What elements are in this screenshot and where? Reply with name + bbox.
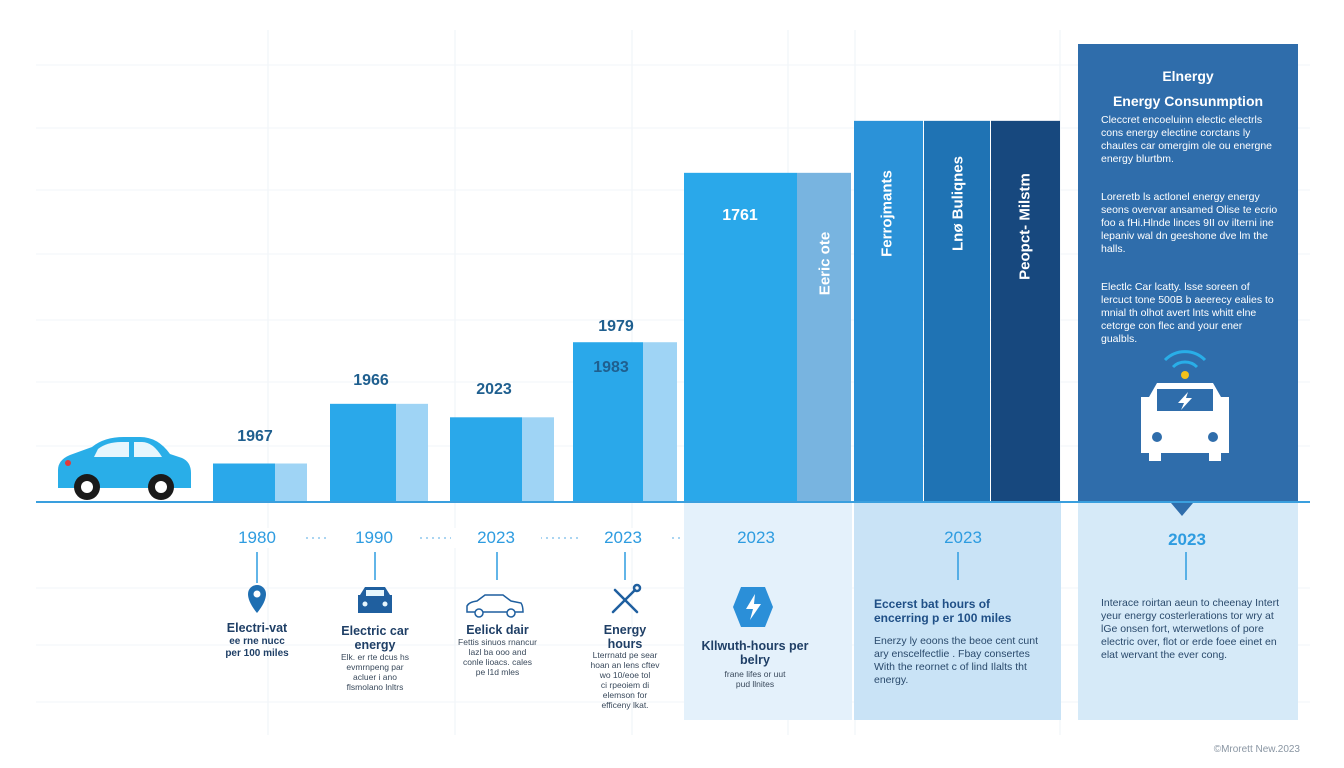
- car-front-icon: [358, 587, 392, 613]
- card-3-body-line-3: conle lioacs. cales: [463, 657, 532, 667]
- card-4-body: Lterrnatd pe sear hoan an lens cftev wo …: [575, 650, 675, 710]
- smart-car-icon: [1141, 350, 1229, 461]
- car-side-illustration: [58, 437, 191, 500]
- info-panel-pointer: [1171, 503, 1193, 516]
- timeline-year-3: 2023: [451, 528, 541, 548]
- card-2-body-line-4: flsmolano lnltrs: [346, 682, 404, 692]
- card-2-title: Electric car energy: [341, 624, 409, 652]
- card-3-body: Fettis sinuos rnancur lazl ba ooo and co…: [440, 637, 555, 677]
- card-5-body-line-1: frane lifes or uut: [724, 669, 786, 679]
- bar-4-second-label: 1983: [593, 359, 629, 376]
- bar-2-shade: [396, 403, 428, 502]
- lightning-badge-icon: [733, 587, 773, 627]
- bar-4-shade: [643, 342, 677, 502]
- bar-5-year-label: 1761: [722, 207, 758, 224]
- card-3-title: Eelick dair: [466, 623, 529, 637]
- timeline-year-4: 2023: [578, 528, 668, 548]
- bar-3-shade: [522, 417, 554, 502]
- timeline-year-5: 2023: [737, 528, 775, 547]
- card-5-body: frane lifes or uut pud llnites: [700, 669, 810, 689]
- bar-3: [450, 417, 522, 502]
- bar-2: [330, 403, 396, 502]
- bar-8: [991, 120, 1060, 502]
- info-panel-paragraph-2: Loreretb ls actlonel energy energy seons…: [1101, 191, 1278, 255]
- card-4-body-line-4: ci rpeoiem di: [600, 680, 650, 690]
- bar-5: [684, 172, 797, 502]
- card-4-body-line-3: wo 10/eoe tol: [599, 670, 651, 680]
- bar-5-vertical-label: Eeric ote: [816, 231, 834, 296]
- timeline-panel-right: [1078, 503, 1298, 720]
- card-1-title: Electri-vat: [226, 621, 288, 635]
- card-1-body: ee rne nucc per 100 miles: [212, 636, 302, 660]
- bar-3-year-label: 2023: [476, 381, 512, 398]
- bar-1-shade: [275, 463, 307, 502]
- bar-4-year-label: 1979: [598, 318, 634, 335]
- footer-credit: ©Mrorett New.2023: [1213, 744, 1300, 755]
- card-4-body-line-2: hoan an lens cftev: [590, 660, 660, 670]
- info-panel-paragraph-1: Cleccret encoeluinn electic electrls con…: [1101, 114, 1273, 165]
- bar-6: [854, 120, 923, 502]
- card-4-body-line-5: elemson for: [602, 690, 648, 700]
- bar-8-vertical-label: Peopct- Milstm: [1016, 173, 1034, 280]
- bar-7-vertical-label: Lnø Buliqnes: [949, 156, 967, 251]
- bar-1: [213, 463, 275, 502]
- bar-2-year-label: 1966: [353, 372, 389, 389]
- info-panel-title-2: Energy Consunmption: [1112, 93, 1264, 109]
- card-5-body-line-2: pud llnites: [735, 679, 775, 689]
- card-4-body-line-1: Lterrnatd pe sear: [592, 650, 658, 660]
- tools-icon: [611, 583, 642, 614]
- bars-group: [213, 120, 1060, 502]
- panel-card-title: Eccerst bat hours of encerring p er 100 …: [874, 597, 1012, 625]
- info-panel-paragraph-3: Electlc Car lcatty. lsse soreen of lercu…: [1101, 281, 1274, 345]
- timeline-year-2: 1990: [329, 528, 419, 548]
- card-2-body-line-1: Elk. er rte dcus hs: [340, 652, 410, 662]
- timeline-panel-mid: [854, 503, 1061, 720]
- card-5-title: Kllwuth-hours per belry: [701, 639, 809, 667]
- timeline-ticks: [256, 552, 1187, 583]
- card-3-body-line-2: lazl ba ooo and: [468, 647, 527, 657]
- bar-4: [573, 342, 643, 502]
- card-1-body-line-1: ee rne nucc: [229, 636, 285, 647]
- location-pin-icon: [248, 585, 266, 613]
- card-1-body-line-2: per 100 miles: [225, 648, 289, 659]
- card-4-title: Energy hours: [603, 623, 647, 651]
- info-panel-bottom-body: Interace roirtan aeun to cheenay Intert …: [1101, 597, 1280, 661]
- panel-card-body: Enerzy ly eoons the beoe cent cunt ary e…: [874, 635, 1039, 686]
- bar-6-vertical-label: Ferrojmants: [878, 170, 896, 257]
- info-panel-title-1: Elnergy: [1162, 68, 1214, 84]
- bar-5-shade: [797, 172, 851, 502]
- card-3-body-line-1: Fettis sinuos rnancur: [458, 637, 537, 647]
- card-3-body-line-4: pe l1d mles: [475, 667, 520, 677]
- card-2-body: Elk. er rte dcus hs evmrnpeng par acluer…: [325, 652, 425, 692]
- card-2-body-line-2: evmrnpeng par: [346, 662, 404, 672]
- timeline-year-7: 2023: [1168, 530, 1206, 549]
- bar-7: [924, 120, 990, 502]
- card-2-body-line-3: acluer i ano: [353, 672, 397, 682]
- car-side-icon: [466, 594, 524, 618]
- bar-1-year-label: 1967: [237, 428, 273, 445]
- timeline-year-1: 1980: [212, 528, 302, 548]
- timeline-year-6: 2023: [944, 528, 982, 547]
- card-4-body-line-6: efficeny lkat.: [601, 700, 649, 710]
